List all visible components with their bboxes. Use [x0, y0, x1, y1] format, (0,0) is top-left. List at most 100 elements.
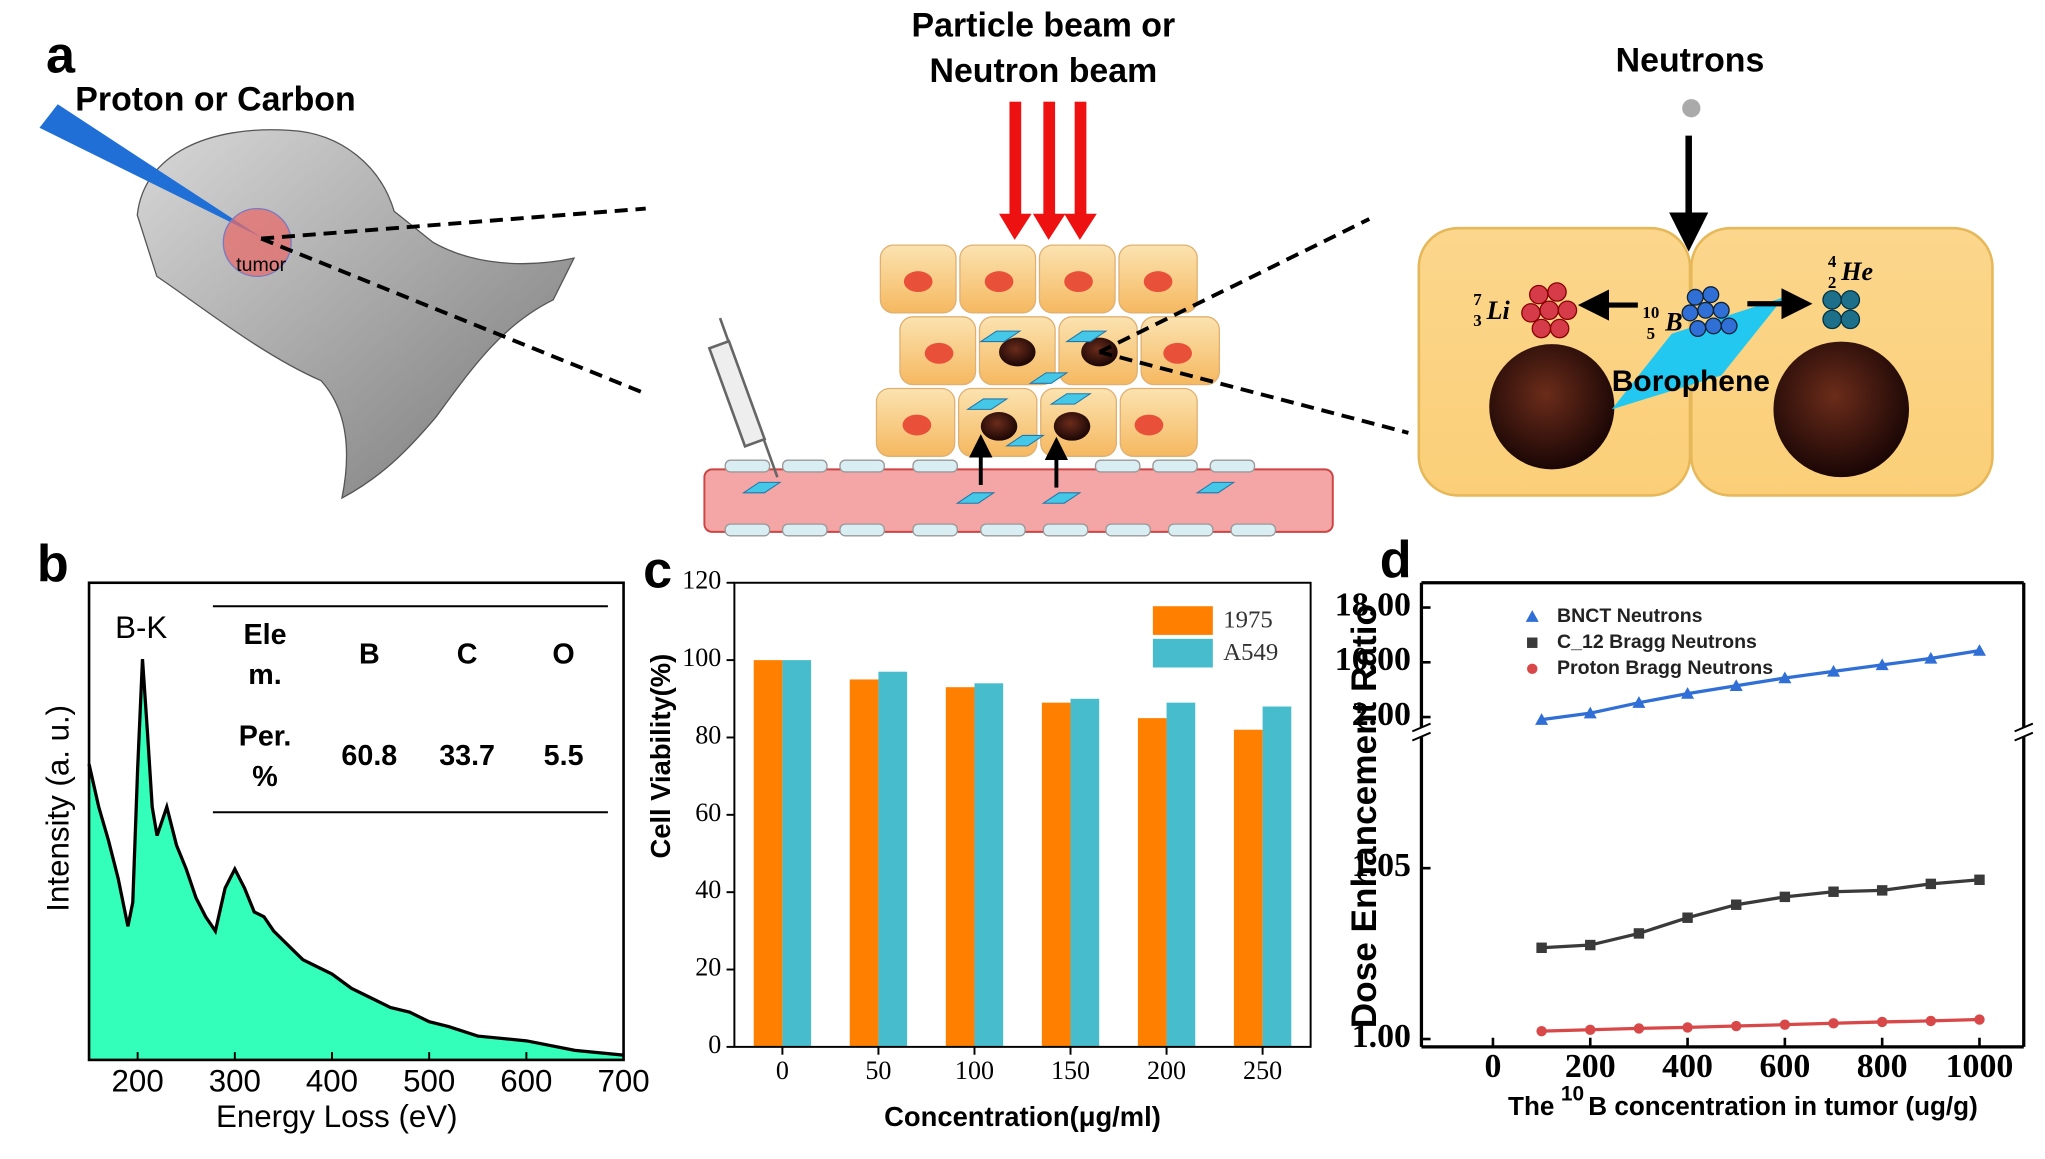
nuclide-symbol: B [1664, 308, 1682, 337]
table-header: m. [248, 659, 281, 691]
panel-label: d [1380, 531, 1412, 589]
legend-label: Proton Bragg Neutrons [1557, 657, 1773, 679]
panel-label: c [643, 541, 672, 599]
table-header: O [552, 638, 574, 670]
nuclide-mass: 10 [1642, 303, 1659, 322]
marker [1925, 1015, 1937, 1027]
y-tick-label: 1.05 [1352, 847, 1411, 884]
bar [753, 660, 783, 1047]
x-tick-label: 0 [1484, 1048, 1501, 1085]
marker [1779, 1019, 1791, 1030]
y-tick-label: 80 [695, 720, 721, 749]
marker [1972, 644, 1986, 656]
table-cell: Per. [239, 720, 292, 752]
x-tick-label: 50 [865, 1056, 891, 1085]
marker [1876, 885, 1888, 896]
y-tick-label: 20 [695, 953, 721, 982]
y-tick-label: 100 [682, 643, 721, 672]
x-tick-label: 0 [776, 1056, 789, 1085]
head-illustration [39, 104, 647, 500]
bar [1262, 706, 1292, 1047]
x-tick-label: 150 [1051, 1056, 1090, 1085]
marker [1827, 664, 1841, 677]
x-tick-label: 700 [597, 1064, 649, 1099]
beam-label: Proton or Carbon [75, 81, 355, 119]
table-header: Ele [244, 619, 287, 651]
marker [1729, 679, 1743, 691]
series-line [1541, 878, 1980, 950]
beam-title: Particle beam or [912, 6, 1176, 44]
y-axis-label: Dose Enhancement Ratio [1345, 604, 1384, 1028]
table-cell: 5.5 [544, 740, 584, 772]
bar [878, 671, 908, 1047]
x-axis-label: The [1508, 1091, 1554, 1121]
legend-label: C_12 Bragg Neutrons [1557, 631, 1757, 653]
marker [1682, 912, 1693, 923]
marker [1585, 1024, 1596, 1036]
table-cell: % [252, 761, 278, 793]
panel-label: b [37, 535, 69, 593]
bar [782, 660, 812, 1047]
nuclide-symbol: Li [1486, 296, 1511, 325]
marker [1875, 658, 1889, 671]
marker [1876, 1016, 1888, 1028]
nuclide-mass: 4 [1828, 252, 1837, 271]
marker [1778, 671, 1792, 684]
marker [1682, 1022, 1693, 1033]
bar [974, 683, 1004, 1047]
legend-swatch [1152, 638, 1213, 668]
y-tick-label: 10.00 [1335, 641, 1411, 678]
peak-annotation: B-K [115, 610, 167, 645]
bar [945, 687, 975, 1047]
bar [1166, 702, 1196, 1047]
beam-title: Neutron beam [929, 52, 1157, 90]
marker [1731, 1020, 1742, 1032]
x-axis-label: Energy Loss (eV) [216, 1099, 458, 1134]
marker [1536, 1025, 1547, 1037]
axis-break [1411, 722, 1431, 733]
marker [1633, 928, 1645, 939]
x-tick-label: 200 [1565, 1048, 1616, 1085]
marker [1633, 1023, 1645, 1034]
marker [1924, 651, 1938, 664]
series-line [1541, 1017, 1980, 1033]
nuclide-mass: 7 [1473, 290, 1482, 309]
tissue-illustration [703, 101, 1409, 537]
legend-marker [1527, 637, 1538, 648]
tumor-label: tumor [236, 254, 286, 276]
marker [1583, 706, 1597, 719]
bar [1233, 729, 1263, 1047]
nuclide-atomic: 2 [1828, 273, 1836, 292]
nuclide-atomic: 5 [1647, 324, 1655, 343]
legend-marker [1527, 663, 1538, 675]
y-tick-label: 120 [682, 566, 721, 595]
marker [1974, 1014, 1985, 1025]
panel-label: a [46, 26, 76, 84]
legend-label: 1975 [1223, 607, 1273, 634]
x-tick-label: 300 [209, 1064, 261, 1099]
marker [1632, 696, 1646, 708]
marker [1535, 713, 1549, 725]
x-tick-label: 200 [112, 1064, 164, 1099]
x-tick-label: 400 [1662, 1048, 1713, 1085]
table-header: C [457, 638, 478, 670]
table-cell: 60.8 [341, 740, 397, 772]
marker [1925, 878, 1937, 890]
table-cell: 33.7 [439, 740, 495, 772]
bar [1041, 702, 1071, 1047]
axis-break [2014, 731, 2034, 742]
cell-illustration [1417, 99, 1994, 497]
x-axis-label: 10 [1561, 1083, 1584, 1106]
spectrum-area [89, 659, 624, 1060]
spectrum-line [87, 658, 624, 1057]
plot-frame [87, 581, 625, 1062]
table-header: B [359, 638, 380, 670]
x-tick-label: 400 [306, 1064, 358, 1099]
legend-marker [1525, 610, 1539, 622]
x-tick-label: 800 [1857, 1048, 1908, 1085]
marker [1828, 1018, 1839, 1029]
y-tick-label: 60 [695, 798, 721, 827]
borophene-label: Borophene [1612, 365, 1770, 398]
